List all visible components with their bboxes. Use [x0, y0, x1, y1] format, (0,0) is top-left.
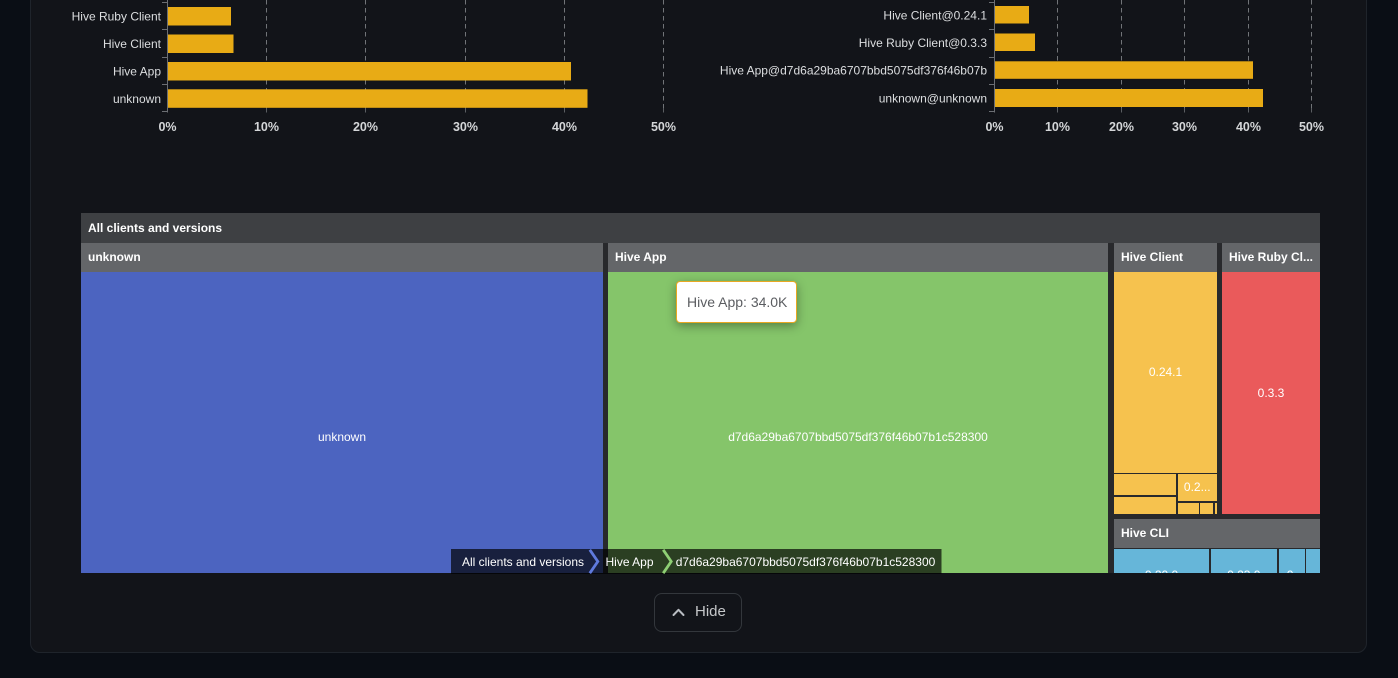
svg-text:40%: 40%: [552, 120, 577, 134]
svg-text:0%: 0%: [158, 120, 176, 134]
svg-text:30%: 30%: [453, 120, 478, 134]
svg-text:20%: 20%: [1109, 120, 1134, 134]
svg-text:Hive App@d7d6a29ba6707bbd5075d: Hive App@d7d6a29ba6707bbd5075df376f46b07…: [720, 64, 987, 78]
svg-text:20%: 20%: [353, 120, 378, 134]
svg-text:Hive App: Hive App: [605, 555, 653, 569]
svg-text:Hive App: Hive App: [113, 65, 161, 79]
svg-text:50%: 50%: [651, 120, 676, 134]
svg-text:40%: 40%: [1236, 120, 1261, 134]
svg-text:Hive Ruby Client@0.3.3: Hive Ruby Client@0.3.3: [859, 36, 988, 50]
svg-text:unknown@unknown: unknown@unknown: [879, 92, 987, 106]
svg-text:Hive Ruby Client: Hive Ruby Client: [72, 10, 162, 24]
svg-text:d7d6a29ba6707bbd5075df376f46b0: d7d6a29ba6707bbd5075df376f46b07b1c528300: [676, 555, 936, 569]
svg-text:0%: 0%: [985, 120, 1003, 134]
svg-text:unknown: unknown: [113, 92, 161, 106]
svg-text:10%: 10%: [1045, 120, 1070, 134]
svg-text:Hive Client@0.24.1: Hive Client@0.24.1: [883, 9, 987, 23]
svg-text:10%: 10%: [254, 120, 279, 134]
svg-text:Hive Client: Hive Client: [103, 37, 162, 51]
svg-text:30%: 30%: [1172, 120, 1197, 134]
svg-text:50%: 50%: [1299, 120, 1324, 134]
svg-text:All clients and versions: All clients and versions: [462, 555, 584, 569]
